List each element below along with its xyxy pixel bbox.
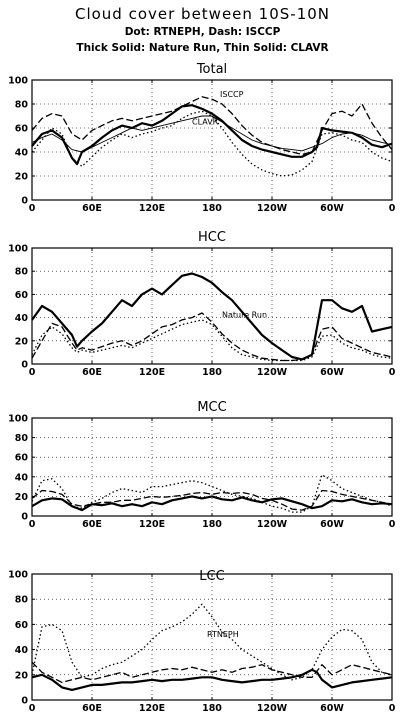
x-tick-label: 180 [202, 367, 222, 378]
y-tick-label: 80 [15, 100, 29, 111]
x-tick-label: 60W [320, 519, 344, 530]
y-tick-label: 100 [8, 244, 28, 255]
y-tick-label: 0 [21, 696, 28, 707]
annotation-label: RTNEPH [207, 630, 239, 639]
panel-title-hcc: HCC [198, 230, 226, 245]
x-tick-label: 60W [320, 703, 344, 714]
y-tick-label: 100 [8, 76, 28, 87]
x-tick-label: 120E [139, 203, 165, 214]
annotation-label: ISCCP [220, 90, 244, 99]
x-tick-label: 120W [257, 203, 288, 214]
series-line-thick-solid [31, 668, 393, 692]
y-tick-label: 60 [15, 620, 29, 631]
y-tick-label: 80 [15, 433, 29, 444]
annotation-label: CLAVR [192, 117, 219, 126]
x-tick-label: 60W [320, 203, 344, 214]
y-tick-label: 60 [15, 453, 29, 464]
y-tick-label: 80 [15, 595, 29, 606]
x-tick-label: 0 [389, 367, 396, 378]
x-tick-label: 120E [139, 519, 165, 530]
y-tick-label: 20 [15, 492, 29, 503]
figure-subtitle-line-2: Thick Solid: Nature Run, Thin Solid: CLA… [76, 42, 329, 54]
y-tick-label: 40 [15, 472, 29, 483]
series-line-dash [31, 489, 393, 511]
x-tick-label: 0 [29, 703, 36, 714]
x-tick-label: 0 [389, 519, 396, 530]
series-line-dot [31, 319, 393, 362]
x-tick-label: 60E [82, 203, 102, 214]
series-line-thin-solid [31, 115, 393, 153]
y-tick-label: 60 [15, 290, 29, 301]
series-line-thick-solid [31, 272, 393, 361]
y-tick-label: 20 [15, 336, 29, 347]
x-tick-label: 180 [202, 519, 222, 530]
x-tick-label: 60E [82, 367, 102, 378]
x-tick-label: 120W [257, 703, 288, 714]
x-tick-label: 0 [29, 203, 36, 214]
x-tick-label: 0 [29, 519, 36, 530]
x-tick-label: 120W [257, 519, 288, 530]
series-line-dash [31, 96, 393, 156]
x-tick-label: 0 [389, 703, 396, 714]
x-tick-label: 0 [29, 367, 36, 378]
y-tick-label: 100 [8, 414, 28, 425]
y-tick-label: 40 [15, 313, 29, 324]
panel-title-mcc: MCC [197, 400, 226, 415]
y-tick-label: 0 [21, 360, 28, 371]
series-line-thick-solid [31, 104, 393, 166]
x-tick-label: 180 [202, 203, 222, 214]
x-tick-label: 60E [82, 703, 102, 714]
x-tick-label: 120E [139, 367, 165, 378]
x-tick-label: 120W [257, 367, 288, 378]
y-tick-label: 40 [15, 645, 29, 656]
y-tick-label: 20 [15, 670, 29, 681]
y-tick-label: 80 [15, 267, 29, 278]
x-tick-label: 120E [139, 703, 165, 714]
y-tick-label: 0 [21, 512, 28, 523]
y-tick-label: 100 [8, 570, 28, 581]
panel-title-total: Total [196, 62, 227, 77]
series-line-dash [31, 312, 393, 362]
y-tick-label: 0 [21, 196, 28, 207]
x-tick-label: 0 [389, 203, 396, 214]
x-tick-label: 60W [320, 367, 344, 378]
series-line-dot [31, 603, 393, 681]
figure-title: Cloud cover between 10S-10N [74, 5, 331, 23]
y-tick-label: 20 [15, 172, 29, 183]
figure-subtitle-line-1: Dot: RTNEPH, Dash: ISCCP [124, 26, 281, 38]
y-tick-label: 60 [15, 124, 29, 135]
y-tick-label: 40 [15, 148, 29, 159]
x-tick-label: 180 [202, 703, 222, 714]
annotation-label: Nature Run [222, 311, 267, 320]
series-line-thick-solid [31, 495, 393, 512]
x-tick-label: 60E [82, 519, 102, 530]
series-line-dash [31, 661, 393, 684]
series-line-dot [31, 474, 393, 513]
